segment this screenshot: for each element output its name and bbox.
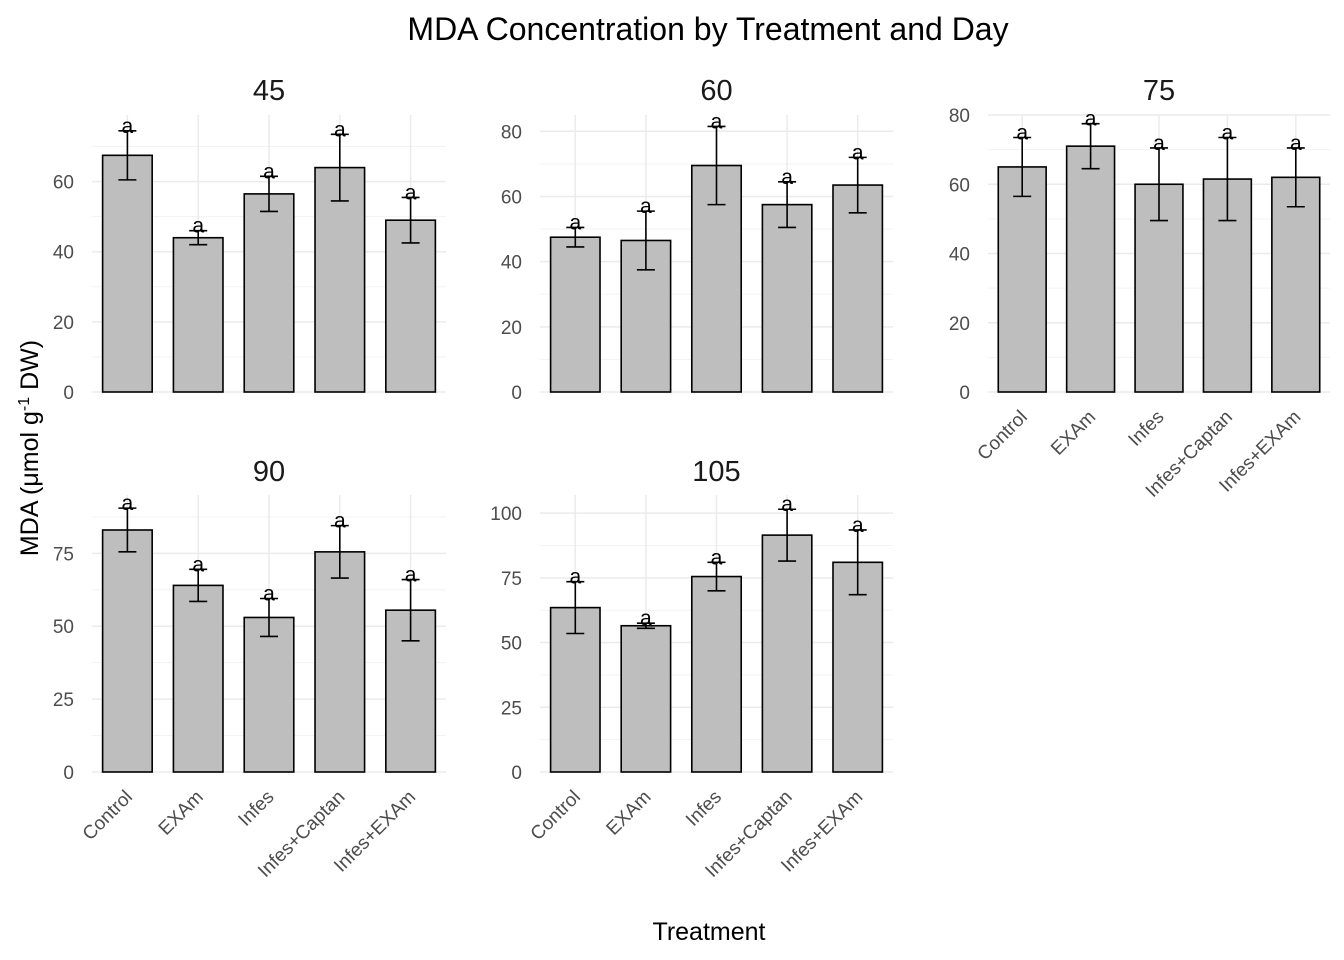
facet-label-75: 75 — [1143, 75, 1175, 107]
significance-label: a — [263, 160, 275, 183]
bar-control — [101, 529, 153, 773]
y-axis-title-superscript: -1 — [16, 397, 33, 411]
bar-infes-exam — [832, 184, 884, 393]
y-axis-title-main: MDA (μmol g — [16, 411, 44, 556]
bar-infes-exam — [385, 219, 437, 393]
bar-infes — [243, 193, 295, 393]
x-tick-label: Infes — [682, 787, 726, 831]
bar-infes — [243, 616, 295, 773]
x-tick-label: Infes — [1125, 407, 1169, 451]
y-tick-label: 100 — [490, 504, 522, 525]
significance-label: a — [1222, 122, 1234, 145]
bar-infes-captan — [761, 203, 813, 393]
y-tick-label: 25 — [501, 698, 522, 719]
bar-exam — [1065, 145, 1116, 393]
significance-label: a — [781, 493, 793, 516]
x-tick-label: Control — [79, 787, 137, 845]
y-tick-label: 60 — [53, 173, 74, 194]
y-tick-label: 80 — [501, 122, 522, 143]
y-tick-label: 40 — [501, 253, 522, 274]
x-tick-label: Control — [974, 407, 1032, 465]
bar-infes-exam — [832, 561, 884, 773]
y-tick-label: 40 — [53, 243, 74, 264]
bar-infes-captan — [761, 534, 813, 773]
y-tick-label: 50 — [501, 634, 522, 655]
significance-label: a — [1290, 132, 1302, 155]
bar-exam — [172, 236, 224, 393]
x-tick-label: Infes — [235, 787, 279, 831]
significance-label: a — [1153, 132, 1165, 155]
y-tick-label: 20 — [949, 314, 970, 335]
bar-infes — [690, 164, 743, 393]
significance-label: a — [334, 510, 346, 533]
significance-label: a — [569, 211, 581, 234]
facet-panel-45: 0 20 40 60 45 a a a a a — [53, 75, 446, 404]
x-tick-label: EXAm — [155, 787, 208, 840]
significance-label: a — [405, 564, 417, 587]
significance-label: a — [122, 492, 134, 515]
facet-label-90: 90 — [253, 456, 285, 488]
significance-label: a — [405, 181, 417, 204]
bar-control — [997, 166, 1047, 393]
significance-label: a — [192, 553, 204, 576]
y-tick-label: 75 — [53, 544, 74, 565]
y-tick-label: 25 — [53, 690, 74, 711]
x-axis-title: Treatment — [652, 918, 765, 946]
y-tick-label: 0 — [63, 383, 74, 404]
facet-label-60: 60 — [700, 75, 732, 107]
significance-label: a — [569, 566, 581, 589]
facet-label-105: 105 — [692, 456, 740, 488]
bar-infes — [690, 575, 743, 773]
significance-label: a — [711, 110, 723, 133]
bar-infes-captan — [314, 551, 366, 773]
significance-label: a — [1085, 108, 1097, 131]
y-tick-label: 0 — [63, 763, 74, 784]
facet-label-45: 45 — [253, 75, 285, 107]
y-tick-label: 75 — [501, 569, 522, 590]
y-tick-label: 60 — [949, 175, 970, 196]
significance-label: a — [334, 118, 346, 141]
bar-exam — [172, 584, 224, 773]
y-tick-label: 0 — [511, 763, 522, 784]
y-tick-label: 20 — [53, 313, 74, 334]
y-tick-label: 40 — [949, 245, 970, 266]
bar-infes-captan — [314, 166, 366, 393]
significance-label: a — [711, 546, 723, 569]
y-tick-label: 0 — [511, 383, 522, 404]
y-axis-title: MDA (μmol g-1 DW) — [16, 340, 44, 556]
significance-label: a — [640, 607, 652, 630]
significance-label: a — [640, 195, 652, 218]
significance-label: a — [852, 141, 864, 164]
y-axis-title-unit: DW) — [16, 340, 44, 397]
bar-exam — [620, 624, 672, 773]
y-tick-label: 50 — [53, 617, 74, 638]
facet-panel-60: 0 20 40 60 80 60 a a a a a — [501, 75, 893, 404]
chart-title: MDA Concentration by Treatment and Day — [407, 11, 1008, 47]
x-tick-label: EXAm — [1047, 407, 1100, 460]
x-tick-label: EXAm — [603, 787, 656, 840]
bar-control — [101, 154, 153, 393]
significance-label: a — [263, 583, 275, 606]
y-tick-label: 80 — [949, 106, 970, 127]
bar-control — [549, 606, 601, 773]
significance-label: a — [852, 514, 864, 537]
significance-label: a — [122, 115, 134, 138]
bar-control — [549, 236, 601, 393]
significance-label: a — [781, 166, 793, 189]
y-tick-label: 60 — [501, 187, 522, 208]
y-tick-label: 0 — [959, 383, 970, 404]
x-tick-label: Control — [527, 787, 585, 845]
bar-infes-exam — [1271, 176, 1321, 393]
facet-panels: 0 20 40 60 45 a a a a a 0 20 40 60 80 60 a a a a a 0 20 40 60 80 7… — [53, 75, 1330, 882]
significance-label: a — [192, 215, 204, 238]
significance-label: a — [1016, 122, 1028, 145]
y-tick-label: 20 — [501, 318, 522, 339]
